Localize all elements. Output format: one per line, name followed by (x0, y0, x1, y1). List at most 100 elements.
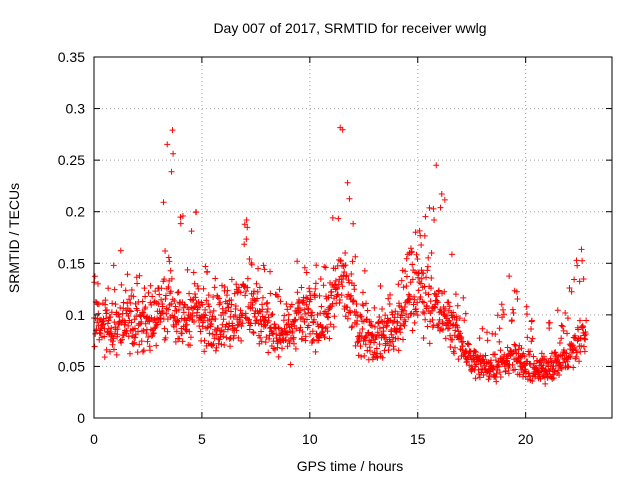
data-point (573, 353, 580, 360)
data-point (367, 347, 374, 354)
data-point (368, 322, 375, 329)
data-point (364, 307, 371, 314)
data-point (147, 282, 154, 289)
data-point (282, 336, 289, 343)
data-point (423, 302, 430, 309)
data-point (349, 323, 356, 330)
data-point (105, 285, 112, 292)
data-point (234, 322, 241, 329)
data-point (302, 310, 309, 317)
data-point (328, 288, 335, 295)
data-point (559, 323, 566, 330)
data-point (103, 346, 110, 353)
data-point (126, 307, 133, 314)
data-point (156, 291, 163, 298)
data-point (107, 328, 114, 335)
data-point (275, 293, 282, 300)
data-point (558, 365, 565, 372)
data-point (262, 322, 269, 329)
data-point (215, 295, 222, 302)
data-point (126, 296, 133, 303)
data-point (99, 322, 106, 329)
data-point (184, 266, 191, 273)
data-point (307, 296, 314, 303)
data-point (270, 345, 277, 352)
data-point (497, 373, 504, 380)
data-point (577, 335, 584, 342)
data-point (453, 317, 460, 324)
data-point (175, 306, 182, 313)
data-point (490, 364, 497, 371)
data-point (386, 342, 393, 349)
data-point (128, 286, 135, 293)
data-point (564, 358, 571, 365)
data-point (131, 325, 138, 332)
data-point (376, 325, 383, 332)
data-point (445, 317, 452, 324)
data-point (390, 346, 397, 353)
data-point (119, 336, 126, 343)
data-point (215, 340, 222, 347)
data-point (409, 327, 416, 334)
data-point (164, 141, 171, 148)
data-point (264, 305, 271, 312)
data-point (476, 335, 483, 342)
data-point (369, 332, 376, 339)
data-point (140, 327, 147, 334)
data-point (163, 310, 170, 317)
data-point (426, 204, 433, 211)
data-point (165, 306, 172, 313)
data-point (232, 302, 239, 309)
data-point (529, 335, 536, 342)
data-point (558, 335, 565, 342)
data-point (165, 254, 172, 261)
data-point (162, 247, 169, 254)
data-point (241, 283, 248, 290)
data-point (167, 267, 174, 274)
data-point (241, 241, 248, 248)
data-point (371, 339, 378, 346)
data-point (275, 353, 282, 360)
data-point (224, 287, 231, 294)
data-point (294, 289, 301, 296)
data-point (206, 330, 213, 337)
data-point (395, 335, 402, 342)
data-point (127, 308, 134, 315)
data-point (363, 300, 370, 307)
data-point (309, 309, 316, 316)
data-point (169, 127, 176, 134)
data-point (451, 350, 458, 357)
data-point (364, 347, 371, 354)
data-point (322, 264, 329, 271)
data-point (523, 303, 530, 310)
data-point (251, 313, 258, 320)
data-point (546, 319, 553, 326)
data-point (449, 336, 456, 343)
data-point (564, 364, 571, 371)
data-point (496, 363, 503, 370)
data-point (244, 275, 251, 282)
data-point (298, 284, 305, 291)
data-point (103, 310, 110, 317)
data-point (179, 338, 186, 345)
data-point (195, 298, 202, 305)
data-point (504, 344, 511, 351)
data-point (220, 316, 227, 323)
data-point (359, 301, 366, 308)
data-point (191, 280, 198, 287)
data-point (274, 340, 281, 347)
data-point (365, 329, 372, 336)
data-point (288, 301, 295, 308)
data-point (373, 345, 380, 352)
data-point (332, 277, 339, 284)
data-point (117, 304, 124, 311)
data-point (415, 287, 422, 294)
data-point (276, 286, 283, 293)
data-point (371, 304, 378, 311)
data-point (446, 303, 453, 310)
data-point (246, 256, 253, 263)
data-point (238, 337, 245, 344)
data-point (502, 367, 509, 374)
data-point (91, 343, 98, 350)
data-point (256, 284, 263, 291)
